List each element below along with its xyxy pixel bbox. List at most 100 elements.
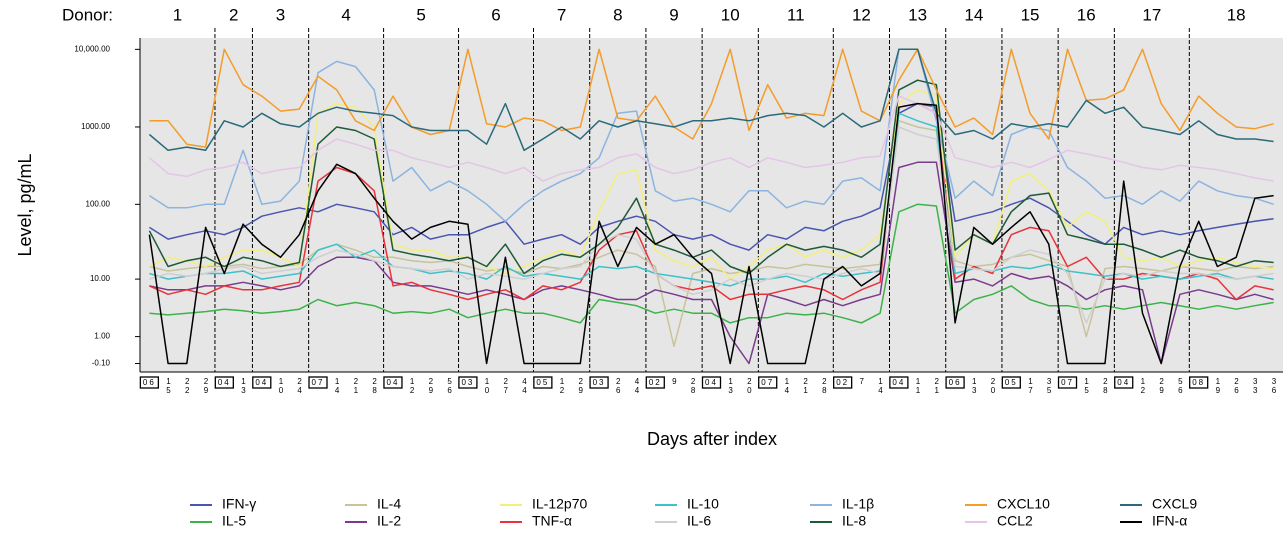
- x-tick-label: 04: [255, 378, 268, 387]
- x-tick-label: 9: [670, 377, 679, 386]
- x-tick-label: 21: [351, 377, 360, 395]
- series-line: [149, 102, 1274, 251]
- x-tick-label: 28: [820, 377, 829, 395]
- x-tick-label: 44: [520, 377, 529, 395]
- group-label: 3: [276, 5, 285, 24]
- series-line: [148, 48, 1274, 152]
- first-day-box: [758, 376, 778, 389]
- x-tick-label: 28: [370, 377, 379, 395]
- x-tick-label: 36: [1270, 377, 1279, 395]
- x-tick-label: 28: [1101, 377, 1110, 395]
- first-day-box: [945, 376, 965, 389]
- x-tick-label: 29: [201, 377, 210, 395]
- x-tick-label: 26: [614, 377, 623, 395]
- first-day-box: [252, 376, 272, 389]
- x-tick-label: 03: [461, 378, 474, 387]
- series-line: [149, 203, 1274, 324]
- legend-label: IL-12p70: [532, 496, 587, 512]
- group-label: 7: [557, 5, 566, 24]
- legend-label: CXCL10: [997, 496, 1050, 512]
- legend-label: IFN-γ: [222, 496, 256, 512]
- group-label: 18: [1227, 5, 1246, 24]
- x-tick-label: 07: [761, 378, 774, 387]
- series-line: [148, 79, 1274, 275]
- x-tick-label: 14: [876, 377, 885, 395]
- x-tick-label: 17: [1026, 377, 1035, 395]
- first-day-box: [589, 376, 609, 389]
- x-tick-label: 21: [801, 377, 810, 395]
- group-label: 4: [341, 5, 350, 24]
- first-day-box: [1189, 376, 1209, 389]
- first-day-box: [139, 376, 160, 389]
- legend-label: IL-1β: [842, 496, 874, 512]
- legend-label: CXCL9: [1152, 496, 1197, 512]
- legend-label: IL-8: [842, 513, 866, 529]
- group-label: 5: [416, 5, 425, 24]
- group-label: 6: [491, 5, 500, 24]
- series-line: [148, 95, 1274, 182]
- series-line: [148, 102, 1274, 365]
- first-day-box: [458, 376, 478, 389]
- first-day-box: [701, 376, 722, 389]
- first-day-box: [1114, 376, 1134, 389]
- first-day-box: [214, 376, 234, 389]
- x-tick-label: 08: [1192, 378, 1205, 387]
- x-tick-label: 20: [745, 377, 754, 395]
- first-day-box: [645, 376, 665, 389]
- x-tick-label: 21: [932, 377, 941, 395]
- y-tick-label: 1.00: [94, 332, 110, 341]
- series-line: [148, 48, 1274, 223]
- first-day-box: [1001, 376, 1021, 389]
- x-tick-label: 15: [1082, 377, 1091, 395]
- x-tick-label: 07: [1061, 378, 1074, 387]
- group-label: 13: [908, 5, 927, 24]
- x-tick-label: 13: [239, 377, 248, 395]
- legend-label: IFN-α: [1152, 513, 1187, 529]
- series-line: [149, 89, 1274, 280]
- x-tick-label: 56: [445, 377, 454, 395]
- x-tick-label: 04: [1117, 378, 1130, 387]
- y-tick-label: 1000.00: [81, 122, 110, 131]
- legend-label: TNF-α: [532, 513, 572, 529]
- x-tick-label: 12: [1138, 377, 1147, 395]
- first-day-box: [308, 376, 328, 389]
- x-tick-label: 07: [312, 378, 325, 387]
- x-tick-label: 27: [501, 377, 510, 395]
- x-tick-label: 04: [705, 378, 718, 387]
- x-tick-label: 04: [892, 378, 905, 387]
- x-tick-label: 33: [1251, 377, 1260, 395]
- x-tick-label: 10: [483, 377, 492, 395]
- x-tick-label: 15: [164, 377, 173, 395]
- x-tick-label: 29: [1157, 377, 1166, 395]
- group-label: 8: [613, 5, 622, 24]
- group-label: 10: [721, 5, 740, 24]
- x-tick-label: 06: [143, 378, 156, 387]
- series-line: [149, 161, 1274, 365]
- x-tick-label: 14: [333, 377, 342, 395]
- group-label: 15: [1021, 5, 1040, 24]
- x-tick-label: 02: [836, 378, 849, 387]
- y-tick-label: 10,000.00: [74, 44, 110, 53]
- legend-label: IL-2: [377, 513, 401, 529]
- x-tick-label: 04: [218, 378, 231, 387]
- x-tick-label: 05: [536, 378, 549, 387]
- y-tick-label: 10.00: [90, 274, 111, 283]
- legend-label: IL-4: [377, 496, 401, 512]
- x-tick-label: 29: [426, 377, 435, 395]
- group-label: 2: [229, 5, 238, 24]
- x-tick-label: 04: [387, 378, 400, 387]
- x-tick-label: 26: [1232, 377, 1241, 395]
- x-tick-label: 28: [689, 377, 698, 395]
- first-day-box: [1057, 376, 1078, 389]
- legend-label: IL-10: [687, 496, 719, 512]
- x-tick-label: 35: [1045, 377, 1054, 395]
- x-tick-label: 13: [970, 377, 979, 395]
- x-tick-label: 56: [1176, 377, 1185, 395]
- x-tick-label: 03: [593, 378, 606, 387]
- x-tick-label: 22: [183, 377, 192, 395]
- legend-label: IL-5: [222, 513, 246, 529]
- y-axis-title: Level, pg/mL: [15, 153, 35, 256]
- x-tick-label: 14: [782, 377, 791, 395]
- first-day-box: [383, 376, 403, 389]
- x-tick-label: 12: [557, 377, 566, 395]
